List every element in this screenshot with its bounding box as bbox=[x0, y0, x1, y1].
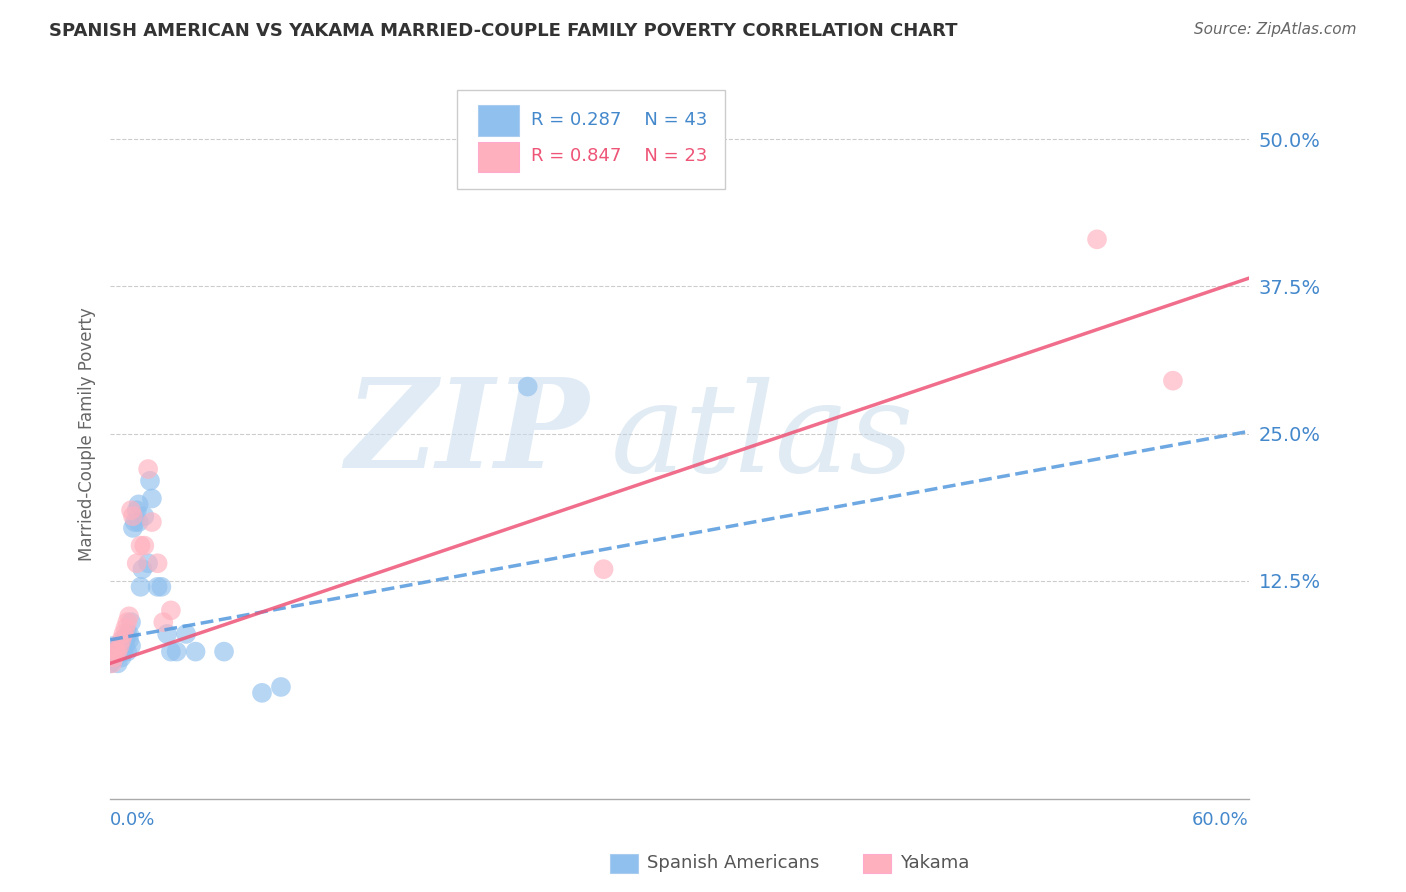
Point bbox=[134, 509, 156, 524]
Text: atlas: atlas bbox=[612, 376, 914, 498]
Point bbox=[152, 615, 174, 629]
Text: SPANISH AMERICAN VS YAKAMA MARRIED-COUPLE FAMILY POVERTY CORRELATION CHART: SPANISH AMERICAN VS YAKAMA MARRIED-COUPL… bbox=[49, 22, 957, 40]
Point bbox=[166, 645, 188, 659]
Point bbox=[112, 627, 135, 641]
Point bbox=[212, 645, 235, 659]
Point bbox=[136, 462, 159, 476]
Text: Source: ZipAtlas.com: Source: ZipAtlas.com bbox=[1194, 22, 1357, 37]
Point bbox=[115, 645, 138, 659]
Point bbox=[114, 639, 136, 653]
Point bbox=[103, 639, 125, 653]
Point bbox=[129, 580, 152, 594]
Point bbox=[101, 657, 124, 671]
Point bbox=[115, 615, 138, 629]
Point bbox=[120, 639, 142, 653]
Point bbox=[150, 580, 173, 594]
Point bbox=[156, 627, 179, 641]
Point bbox=[516, 379, 538, 393]
Point bbox=[128, 515, 150, 529]
Point bbox=[112, 632, 135, 647]
Text: 60.0%: 60.0% bbox=[1192, 811, 1249, 829]
Point bbox=[98, 657, 121, 671]
Point bbox=[101, 650, 124, 665]
Point bbox=[141, 515, 163, 529]
Point bbox=[118, 609, 141, 624]
Point bbox=[160, 645, 183, 659]
Point bbox=[115, 627, 138, 641]
Point bbox=[122, 521, 145, 535]
Point bbox=[107, 645, 129, 659]
Point bbox=[160, 603, 183, 617]
Text: R = 0.847    N = 23: R = 0.847 N = 23 bbox=[531, 147, 707, 165]
Point bbox=[108, 639, 131, 653]
Point bbox=[136, 556, 159, 570]
Text: 0.0%: 0.0% bbox=[110, 811, 156, 829]
Point bbox=[250, 686, 273, 700]
Point bbox=[129, 539, 152, 553]
Point bbox=[141, 491, 163, 506]
Text: Spanish Americans: Spanish Americans bbox=[647, 855, 820, 872]
Point bbox=[107, 645, 129, 659]
Point bbox=[103, 650, 125, 665]
Point bbox=[108, 645, 131, 659]
Point bbox=[110, 645, 132, 659]
Point bbox=[124, 515, 146, 529]
FancyBboxPatch shape bbox=[478, 142, 519, 172]
Point bbox=[110, 632, 132, 647]
Point bbox=[114, 621, 136, 635]
Point bbox=[592, 562, 614, 576]
Y-axis label: Married-Couple Family Poverty: Married-Couple Family Poverty bbox=[79, 307, 96, 560]
Point bbox=[112, 645, 135, 659]
Point bbox=[174, 627, 197, 641]
Point bbox=[134, 539, 156, 553]
Point bbox=[184, 645, 207, 659]
Point bbox=[146, 580, 169, 594]
Point bbox=[120, 615, 142, 629]
Point bbox=[125, 503, 148, 517]
Point bbox=[122, 509, 145, 524]
Point bbox=[108, 639, 131, 653]
Point bbox=[114, 632, 136, 647]
Text: R = 0.287    N = 43: R = 0.287 N = 43 bbox=[531, 111, 707, 128]
Point bbox=[110, 650, 132, 665]
Point bbox=[104, 650, 127, 665]
Point bbox=[1161, 374, 1184, 388]
Text: Yakama: Yakama bbox=[900, 855, 969, 872]
Point bbox=[131, 562, 153, 576]
Point bbox=[1085, 232, 1108, 246]
FancyBboxPatch shape bbox=[457, 90, 725, 189]
Point bbox=[107, 657, 129, 671]
Point bbox=[146, 556, 169, 570]
Point bbox=[270, 680, 292, 694]
Text: ZIP: ZIP bbox=[344, 373, 588, 494]
Point bbox=[128, 497, 150, 511]
Point bbox=[103, 645, 125, 659]
Point bbox=[104, 645, 127, 659]
Point bbox=[139, 474, 162, 488]
Point bbox=[125, 556, 148, 570]
FancyBboxPatch shape bbox=[478, 105, 519, 136]
Point bbox=[120, 503, 142, 517]
Point bbox=[118, 627, 141, 641]
Point bbox=[118, 632, 141, 647]
